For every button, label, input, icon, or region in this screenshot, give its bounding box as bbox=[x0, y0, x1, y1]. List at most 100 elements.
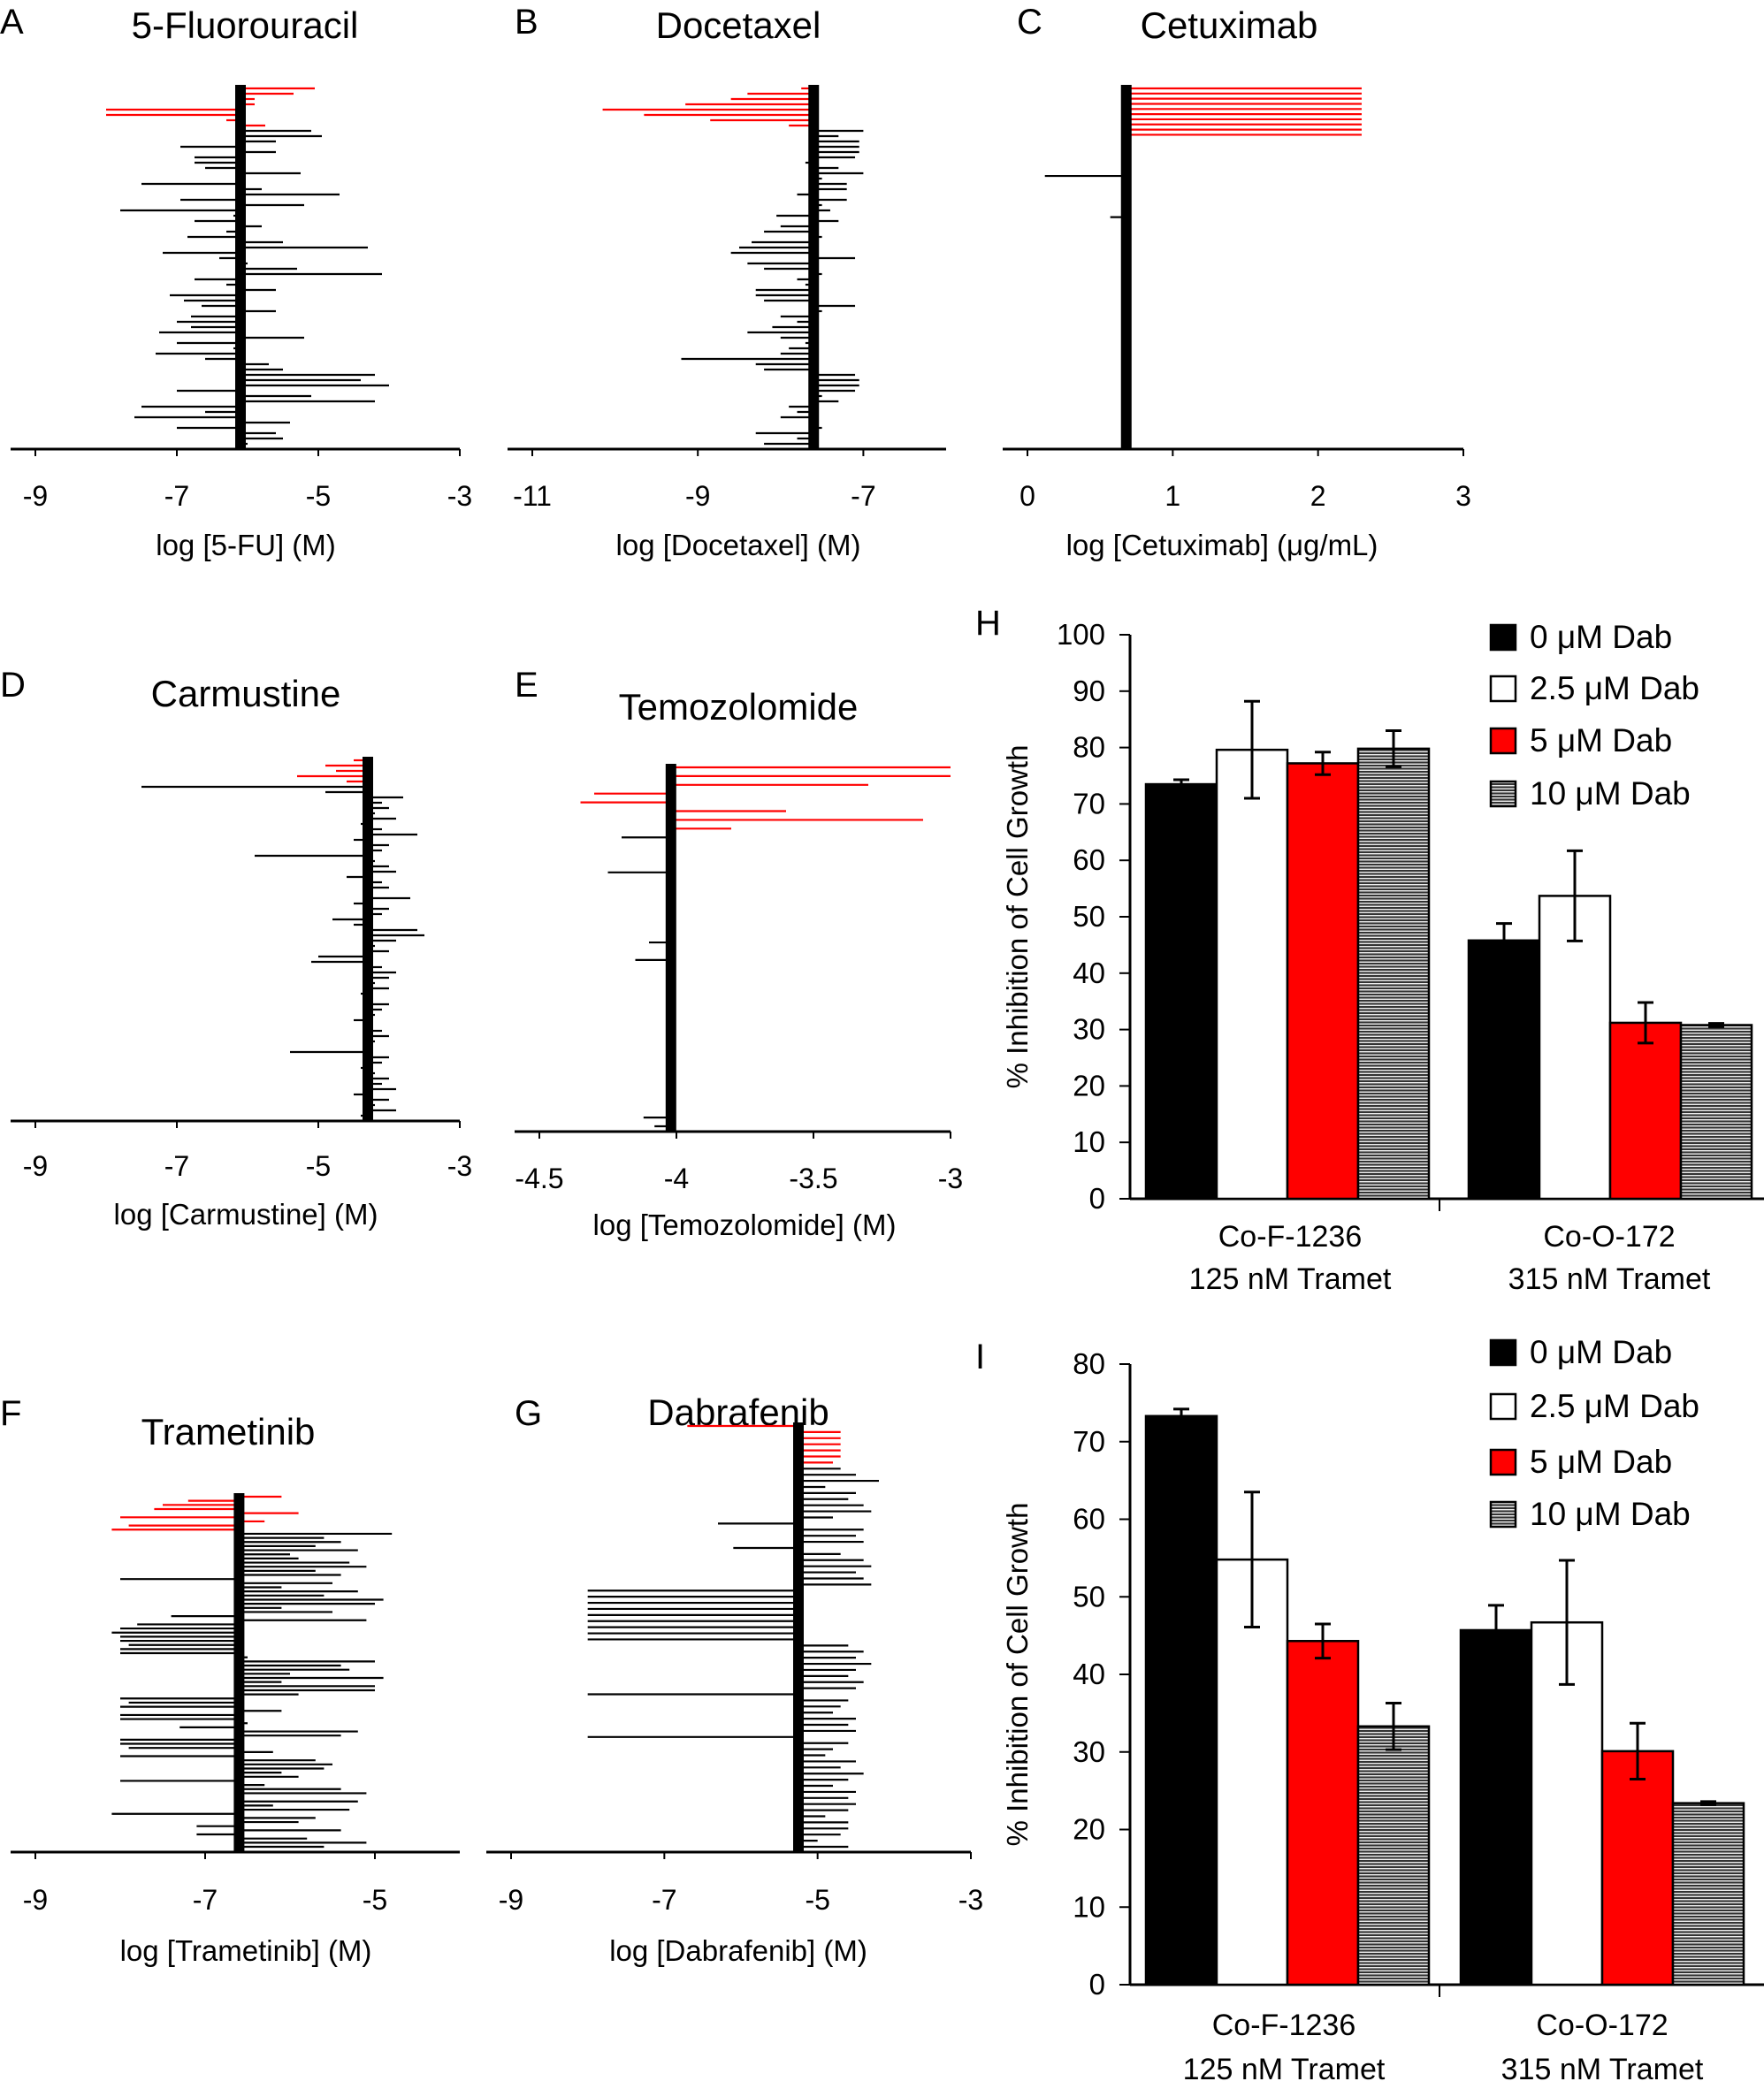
panel-h-y-tick-label-1: 10 bbox=[1073, 1125, 1105, 1158]
panel-i-legend-label-2: 5 μM Dab bbox=[1530, 1444, 1672, 1480]
panel-h-y-tick-label-3: 30 bbox=[1073, 1013, 1105, 1046]
panel-h-bar-s0-c0 bbox=[1144, 782, 1218, 1201]
panel-i-ylabel: % Inhibition of Cell Growth bbox=[1001, 1503, 1034, 1847]
panel-h-bar-s0-c1 bbox=[1467, 939, 1541, 1201]
panel-d-tick-label-2: -5 bbox=[306, 1150, 331, 1182]
panel-h-bar-s3-c1 bbox=[1679, 1024, 1753, 1201]
panel-c-letter: C bbox=[1017, 3, 1042, 42]
panel-h-bar-s3-c0 bbox=[1356, 747, 1431, 1201]
panel-f-center-line bbox=[233, 1493, 245, 1852]
panel-d-xlabel: log [Carmustine] (M) bbox=[114, 1198, 378, 1231]
panel-b-center-line bbox=[808, 85, 820, 449]
panel-b-tick-label-1: -9 bbox=[685, 480, 710, 512]
panel-h-letter: H bbox=[975, 604, 1001, 643]
panel-i-y-tick-label-2: 20 bbox=[1073, 1813, 1105, 1846]
panel-h-y-tick-label-9: 90 bbox=[1073, 675, 1105, 707]
panel-g-tick-label-2: -5 bbox=[805, 1884, 829, 1916]
panel-h-category-label-1-1: 315 nM Tramet bbox=[1508, 1262, 1711, 1296]
panel-e-tick-label-2: -3.5 bbox=[789, 1163, 837, 1194]
panel-i-category-label-0-0: Co-F-1236 bbox=[1212, 2009, 1356, 2042]
panel-h-y-tick-label-10: 100 bbox=[1057, 618, 1105, 651]
panel-a-tick-label-0: -9 bbox=[23, 480, 48, 512]
panel-i-category-label-0-1: 125 nM Tramet bbox=[1183, 2053, 1386, 2086]
panel-b: B Docetaxel -11 -9 -7 log [Docetaxel] (M) bbox=[508, 3, 946, 561]
panel-i-bar-s3-c0 bbox=[1356, 1725, 1431, 1986]
panel-c-tick-label-1: 1 bbox=[1165, 480, 1180, 512]
panel-h-bar-s2-c1 bbox=[1608, 1021, 1683, 1201]
panel-h-legend-label-2: 5 μM Dab bbox=[1530, 722, 1672, 759]
panel-i-y-tick-label-8: 80 bbox=[1073, 1347, 1105, 1380]
panel-d-plot: -9 -7 -5 -3 bbox=[11, 757, 472, 1182]
panel-c-tick-label-3: 3 bbox=[1455, 480, 1471, 512]
panel-a-tick-label-3: -3 bbox=[447, 480, 472, 512]
panel-i-y-tick-label-1: 10 bbox=[1073, 1890, 1105, 1923]
panel-i-letter: I bbox=[975, 1338, 985, 1376]
panel-c-plot: 0 1 2 3 bbox=[1003, 85, 1471, 512]
panel-b-letter: B bbox=[515, 3, 538, 42]
panel-f-plot: -9 -7 -5 bbox=[11, 1493, 460, 1916]
panel-a-letter: A bbox=[0, 3, 24, 42]
panel-i-legend-label-1: 2.5 μM Dab bbox=[1530, 1388, 1699, 1424]
panel-e-title: Temozolomide bbox=[619, 686, 859, 728]
panel-i-chart: 0 10 20 30 40 50 60 70 80 % Inhibition of Cell Gr… bbox=[1001, 1334, 1764, 2086]
panel-d-center-line bbox=[363, 757, 373, 1121]
panel-i-legend-swatch-0 bbox=[1489, 1338, 1517, 1367]
panel-e-xlabel: log [Temozolomide] (M) bbox=[593, 1208, 897, 1241]
panel-d-title: Carmustine bbox=[151, 673, 341, 714]
panel-h-bar-s2-c0 bbox=[1286, 762, 1360, 1201]
panel-f-tick-label-2: -5 bbox=[363, 1884, 387, 1916]
panel-e-tick-label-3: -3 bbox=[938, 1163, 963, 1194]
panel-g-tick-label-0: -9 bbox=[499, 1884, 523, 1916]
panel-i-legend-label-0: 0 μM Dab bbox=[1530, 1334, 1672, 1370]
panel-c-title: Cetuximab bbox=[1141, 4, 1318, 46]
panel-i-y-tick-label-3: 30 bbox=[1073, 1735, 1105, 1768]
panel-d-tick-label-3: -3 bbox=[447, 1150, 472, 1182]
panel-h-ylabel: % Inhibition of Cell Growth bbox=[1001, 745, 1034, 1089]
panel-a: A 5-Fluorouracil -9 -7 -5 -3 log [5-FU] (M) bbox=[0, 3, 472, 561]
panel-c-tick-label-0: 0 bbox=[1019, 480, 1035, 512]
panel-h: H 0 10 20 30 40 50 60 70 80 90 100 % Inhibition of … bbox=[975, 604, 1764, 1296]
panel-h-legend-swatch-1 bbox=[1489, 675, 1517, 703]
panel-e-center-line bbox=[665, 764, 676, 1132]
panel-b-xlabel: log [Docetaxel] (M) bbox=[616, 529, 861, 561]
panel-e-tick-label-1: -4 bbox=[664, 1163, 689, 1194]
panel-c-center-line bbox=[1120, 85, 1132, 449]
panel-i-bar-s0-c1 bbox=[1459, 1628, 1533, 1986]
panel-i-legend-swatch-2 bbox=[1489, 1448, 1517, 1476]
panel-h-y-tick-label-4: 40 bbox=[1073, 957, 1105, 989]
panel-h-bar-s1-c0 bbox=[1215, 748, 1289, 1201]
panel-h-y-tick-label-6: 60 bbox=[1073, 843, 1105, 876]
panel-a-center-line bbox=[235, 85, 246, 449]
panel-i-bar-s0-c0 bbox=[1144, 1414, 1218, 1986]
panel-g: G Dabrafenib -9 -7 -5 -3 log [Dabrafenib] (… bbox=[486, 1391, 983, 1967]
panel-f-xlabel: log [Trametinib] (M) bbox=[120, 1934, 372, 1967]
panel-f: F Trametinib -9 -7 -5 log [Trametinib] (M) bbox=[0, 1394, 460, 1967]
panel-c-tick-label-2: 2 bbox=[1310, 480, 1326, 512]
panel-d-tick-label-1: -7 bbox=[164, 1150, 189, 1182]
panel-e-tick-label-0: -4.5 bbox=[515, 1163, 563, 1194]
panel-e-letter: E bbox=[515, 666, 538, 705]
panel-h-legend-swatch-0 bbox=[1489, 623, 1517, 652]
panel-f-tick-label-1: -7 bbox=[193, 1884, 218, 1916]
panel-i-y-tick-label-4: 40 bbox=[1073, 1658, 1105, 1690]
panel-h-legend-label-0: 0 μM Dab bbox=[1530, 619, 1672, 655]
panel-h-legend-label-3: 10 μM Dab bbox=[1530, 775, 1691, 812]
panel-i: I 0 10 20 30 40 50 60 70 80 % Inhibition of Cell … bbox=[975, 1334, 1764, 2086]
panel-i-category-label-1-1: 315 nM Tramet bbox=[1501, 2053, 1704, 2086]
panel-d: D Carmustine -9 -7 -5 -3 log [Carmustine] (… bbox=[0, 666, 472, 1231]
panel-h-y-tick-label-0: 0 bbox=[1089, 1182, 1105, 1215]
panel-d-letter: D bbox=[0, 666, 26, 705]
panel-h-legend-label-1: 2.5 μM Dab bbox=[1530, 670, 1699, 706]
panel-i-category-label-1-0: Co-O-172 bbox=[1536, 2009, 1668, 2042]
panel-i-legend-swatch-1 bbox=[1489, 1392, 1517, 1421]
panel-c-xlabel: log [Cetuximab] (μg/mL) bbox=[1066, 529, 1378, 561]
panel-g-plot: -9 -7 -5 -3 bbox=[486, 1422, 983, 1916]
panel-i-y-tick-label-7: 70 bbox=[1073, 1425, 1105, 1458]
panel-i-y-tick-label-0: 0 bbox=[1089, 1968, 1105, 2001]
panel-b-plot: -11 -9 -7 bbox=[508, 85, 946, 512]
panel-e: E Temozolomide -4.5 -4 -3.5 -3 log [Temozol… bbox=[515, 666, 963, 1241]
panel-i-legend-label-3: 10 μM Dab bbox=[1530, 1496, 1691, 1532]
panel-i-bar-s2-c0 bbox=[1286, 1640, 1360, 1986]
panel-f-title: Trametinib bbox=[141, 1411, 316, 1452]
